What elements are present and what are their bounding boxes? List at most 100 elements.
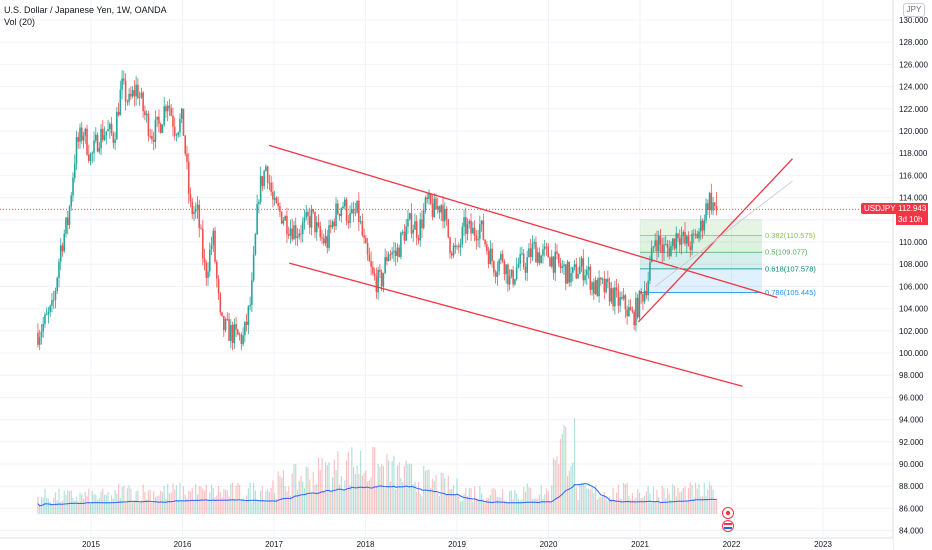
candle-body	[133, 90, 136, 97]
volume-bar	[367, 481, 369, 514]
volume-bar	[370, 477, 372, 514]
candle-body	[338, 213, 341, 217]
candle-body	[187, 161, 190, 195]
candle-body	[708, 192, 711, 211]
candle-body	[617, 290, 620, 306]
volume-bar	[573, 417, 576, 514]
volume-bar	[347, 451, 349, 514]
candle-body	[96, 134, 99, 152]
candle-body	[466, 223, 469, 234]
volume-bar	[444, 478, 446, 514]
volume-bar	[51, 503, 53, 514]
candle-body	[282, 220, 285, 224]
volume-bar	[382, 466, 384, 514]
candle-body	[678, 238, 681, 245]
candle-body	[349, 213, 351, 223]
candle-body	[429, 193, 432, 204]
volume-bar	[431, 478, 434, 514]
candle-body	[38, 337, 41, 345]
candle-body	[484, 239, 486, 245]
volume-bar	[288, 486, 290, 514]
legend-indicator: Vol (20)	[4, 17, 36, 27]
volume-bar	[652, 486, 655, 514]
candle-body	[172, 115, 174, 127]
candle-body	[317, 222, 320, 227]
volume-bar	[384, 488, 386, 514]
candle-body	[144, 111, 146, 116]
candle-body	[301, 222, 304, 234]
volume-bar	[230, 484, 232, 514]
candle-body	[491, 248, 493, 262]
volume-bar	[512, 499, 514, 514]
candle-body	[87, 154, 90, 161]
candle-body	[645, 290, 648, 296]
volume-bar	[386, 453, 388, 514]
volume-bar	[254, 490, 256, 514]
candle-body	[307, 211, 309, 217]
candle-body	[650, 247, 653, 263]
volume-bar	[459, 501, 462, 514]
flag-stripe-icon	[724, 527, 732, 529]
candle-body	[454, 245, 457, 248]
candle-body	[180, 108, 183, 119]
candle-body	[663, 244, 665, 253]
candle-body	[356, 200, 358, 213]
volume-bar	[195, 484, 197, 514]
volume-bar	[465, 487, 467, 514]
candle-body	[319, 226, 322, 238]
time-tick-label: 2016	[174, 540, 192, 549]
volume-bar	[402, 481, 404, 514]
currency-button[interactable]: JPY	[903, 3, 925, 17]
candle-body	[601, 278, 604, 280]
candle-body	[80, 127, 83, 141]
volume-bar	[605, 496, 607, 514]
candle-body	[587, 266, 590, 270]
candle-body	[131, 90, 134, 97]
volume-bar	[326, 465, 328, 514]
candle-body	[673, 238, 676, 249]
candle-body	[591, 282, 593, 290]
volume-bar	[635, 497, 637, 514]
candle-body	[649, 262, 651, 281]
candle-body	[159, 123, 162, 133]
candle-body	[619, 297, 621, 306]
volume-bar	[189, 491, 192, 514]
candle-body	[124, 80, 127, 102]
price-tick-label: 102.000	[899, 327, 928, 336]
candle-body	[682, 231, 685, 237]
volume-bar	[196, 494, 199, 514]
volume-bar	[466, 496, 469, 514]
volume-bar	[358, 473, 360, 514]
candle-body	[450, 253, 453, 256]
candle-body	[296, 236, 299, 239]
volume-bar	[135, 491, 137, 514]
candle-body	[403, 231, 406, 241]
volume-bar	[158, 495, 160, 514]
candle-body	[389, 254, 392, 256]
volume-bar	[389, 481, 392, 514]
candle-body	[443, 208, 446, 222]
candle-body	[217, 278, 220, 294]
volume-bar	[498, 497, 500, 514]
volume-bar	[417, 482, 420, 514]
candle-body	[138, 97, 141, 99]
volume-bar	[601, 495, 604, 514]
candle-body	[457, 246, 460, 248]
volume-bar	[214, 497, 216, 514]
candle-body	[508, 276, 511, 285]
candle-body	[468, 220, 471, 224]
time-axis: 2015 2016 2017 2018 2019 2020 2021 2022 2023	[0, 537, 893, 550]
candle-body	[58, 261, 60, 278]
volume-bar	[484, 502, 486, 514]
volume-bar	[310, 493, 313, 514]
price-tick-label: 124.000	[899, 83, 928, 92]
candle-body	[182, 108, 185, 136]
volume-bar	[598, 496, 600, 514]
volume-bar	[647, 485, 649, 514]
candle-body	[428, 193, 430, 200]
volume-bar	[181, 500, 183, 514]
candle-body	[123, 78, 125, 81]
candle-body	[447, 219, 450, 238]
candle-body	[328, 225, 330, 248]
